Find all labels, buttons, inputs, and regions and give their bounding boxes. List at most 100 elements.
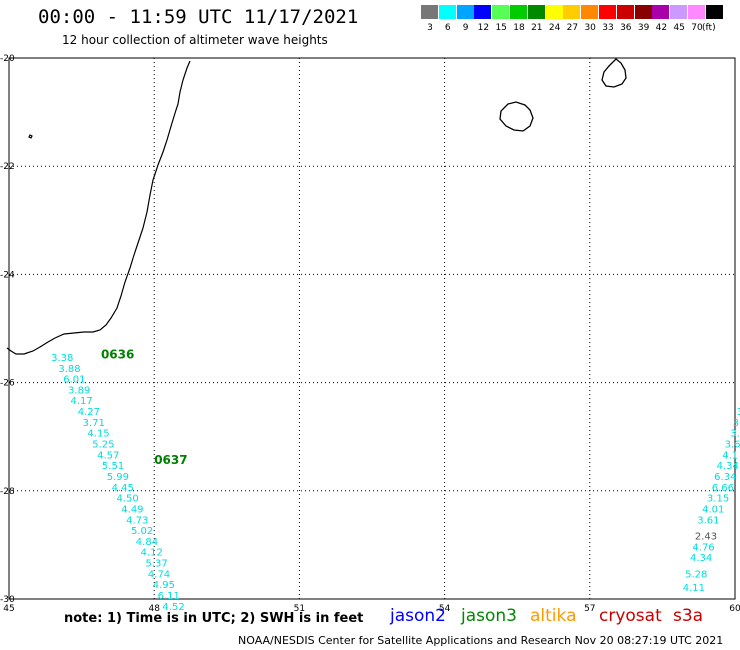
satellite-legend-jason2: jason2: [390, 606, 446, 626]
legend-swatch-11: [616, 5, 634, 19]
pass-label-1: 0637: [154, 453, 187, 467]
legend-swatch-9: [581, 5, 599, 19]
lat-tick--22: -22: [0, 162, 15, 172]
legend-label-9: 30: [584, 23, 596, 33]
wave-height-value: 3.88: [58, 364, 80, 375]
wave-height-value: 3.: [733, 418, 740, 429]
legend-swatch-0: [421, 5, 438, 19]
wave-height-value: 5.51: [102, 461, 124, 472]
satellite-legend-jason3: jason3: [461, 606, 517, 626]
wave-height-value: 4.1: [722, 450, 738, 461]
legend-label-3: 12: [477, 23, 490, 33]
map-frame: [8, 57, 736, 600]
wave-height-value: 6.66: [712, 483, 734, 494]
mauritius-island-outline: [601, 58, 627, 88]
lon-tick-45: 45: [3, 604, 14, 614]
lat-tick--24: -24: [0, 270, 15, 280]
satellite-legend-altika: altika: [530, 606, 577, 626]
madagascar-coastline: [6, 60, 191, 355]
wave-height-value: 3.89: [68, 385, 90, 396]
legend-label-12: 39: [637, 23, 650, 33]
wave-height-value: 4.76: [692, 542, 714, 553]
legend-label-8: 27: [566, 23, 579, 33]
lon-tick-57: 57: [584, 604, 595, 614]
wave-height-value: 4.73: [126, 515, 148, 526]
legend-label-15: 70: [691, 23, 703, 33]
legend-swatch-14: [670, 5, 688, 19]
legend-label-2: 9: [462, 23, 469, 33]
wave-height-value: 4.12: [141, 548, 163, 559]
wave-height-value: 4.74: [148, 569, 170, 580]
legend-swatch-5: [510, 5, 527, 19]
legend-swatch-16: [705, 5, 723, 19]
legend-swatch-1: [438, 5, 456, 19]
axis-tick-labels: 45 48 51 54 57 60 -20 -22 -24 -26 -28 -30: [0, 54, 740, 614]
legend-swatch-13: [652, 5, 670, 19]
legend-swatch-2: [456, 5, 474, 19]
wave-height-value: 3.71: [83, 418, 105, 429]
wave-height-value: 4.45: [112, 483, 134, 494]
pass-time-labels: 0636 0637: [101, 347, 188, 466]
legend-label-7: 24: [548, 23, 561, 33]
legend-swatch-12: [634, 5, 652, 19]
map-grid: [9, 58, 735, 599]
reunion-island-outline: [499, 101, 534, 132]
legend-label-0: 3: [427, 23, 433, 33]
legend-label-4: 15: [495, 23, 507, 33]
wave-height-value: 4.50: [116, 494, 138, 505]
lon-tick-51: 51: [294, 604, 305, 614]
legend-label-1: 6: [444, 23, 451, 33]
wave-height-value: 5.99: [107, 472, 129, 483]
wave-height-value: 4.15: [87, 429, 109, 440]
satellite-track-west: 3.383.886.013.894.174.273.714.155.254.57…: [51, 353, 185, 613]
wave-height-value: 4.84: [136, 537, 158, 548]
wave-height-value: 5.37: [145, 559, 167, 570]
wave-height-value: 6.01: [63, 375, 85, 386]
map-subtitle: 12 hour collection of altimeter wave hei…: [62, 33, 328, 47]
wave-height-value: 3.61: [697, 515, 719, 526]
wave-height-value: 4.01: [702, 504, 724, 515]
wave-height-value: 3.6: [725, 440, 740, 451]
wave-height-value: 5.28: [685, 569, 707, 580]
satellite-legend-s3a: s3a: [673, 606, 704, 626]
map-title: 00:00 - 11:59 UTC 11/17/2021: [38, 6, 359, 28]
legend-label-11: 36: [620, 23, 632, 33]
lat-tick--28: -28: [0, 487, 15, 497]
legend-swatch-6: [527, 5, 545, 19]
legend-swatch-10: [599, 5, 616, 19]
wave-height-value: 6.34: [714, 472, 736, 483]
legend-label-5: 18: [513, 23, 525, 33]
wave-height-value: 4.57: [97, 450, 119, 461]
wave-height-value: 4.49: [121, 504, 143, 515]
legend-swatch-15: [688, 5, 705, 19]
legend-swatch-3: [474, 5, 492, 19]
lat-tick--30: -30: [0, 595, 15, 605]
lon-tick-60: 60: [729, 604, 740, 614]
islet-shape: [28, 134, 33, 139]
legend-swatch-7: [545, 5, 563, 19]
wave-height-value: 4.95: [153, 580, 175, 591]
legend-label-10: 33: [602, 23, 614, 33]
footer-credit: NOAA/NESDIS Center for Satellite Applica…: [238, 634, 724, 647]
lat-tick--20: -20: [0, 54, 15, 64]
wave-height-value: 5.02: [131, 526, 153, 537]
wave-height-value: 3: [737, 407, 740, 418]
wave-height-value: 4.34: [717, 461, 739, 472]
wave-height-value: 3.: [730, 429, 740, 440]
wave-height-value: 4.11: [683, 583, 705, 594]
wave-height-value: 6.11: [158, 591, 180, 602]
lon-tick-54: 54: [439, 604, 451, 614]
wave-height-value: 4.34: [690, 553, 712, 564]
wave-height-value: 4.52: [162, 602, 184, 613]
lon-tick-48: 48: [148, 604, 160, 614]
legend-label-6: 21: [531, 23, 543, 33]
wave-height-value: 4.17: [70, 396, 92, 407]
legend-label-13: 42: [655, 23, 668, 33]
wave-height-value: 2.43: [695, 531, 717, 542]
satellite-track-east: 333.3.3.64.14.346.346.663.154.013.612.43…: [683, 396, 740, 594]
pass-label-0: 0636: [101, 347, 134, 361]
lat-tick--26: -26: [0, 379, 15, 389]
footer-note: note: 1) Time is in UTC; 2) SWH is in fe…: [64, 611, 364, 626]
legend-swatch-4: [492, 5, 510, 19]
